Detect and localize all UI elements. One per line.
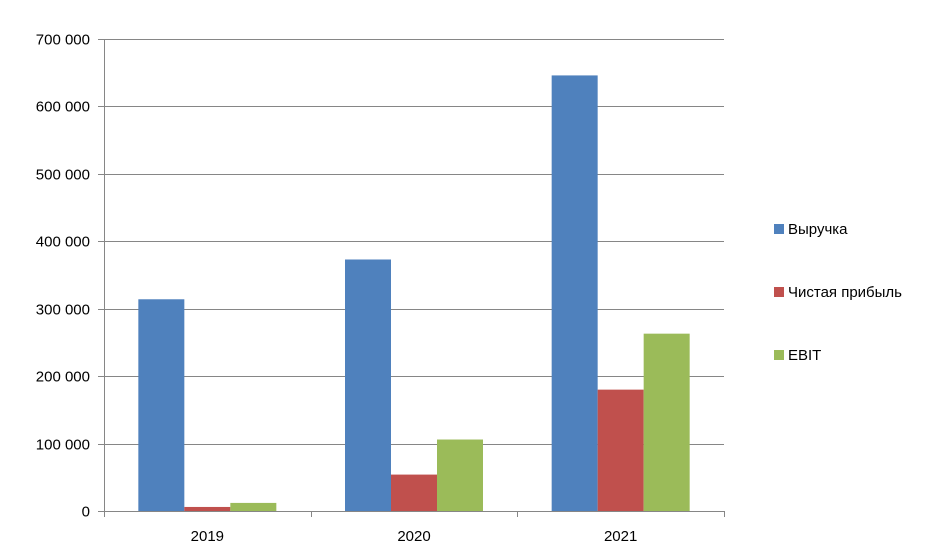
y-tick-label: 300 000 — [36, 302, 90, 319]
y-tick-label: 0 — [82, 504, 90, 521]
bar-2020-1 — [345, 259, 391, 511]
axes — [98, 39, 725, 517]
tick-labels: 0 100 000 200 000 300 000 400 000 500 000 600 … — [36, 32, 638, 546]
bar-2021-2 — [597, 389, 644, 511]
y-tick-label: 400 000 — [36, 234, 90, 251]
bar-2020-3 — [437, 439, 483, 511]
legend-label: Выручка — [788, 221, 848, 238]
bar-2019-3 — [230, 502, 277, 511]
legend-swatch — [774, 350, 784, 360]
bar-2019-1 — [138, 299, 185, 511]
bar-2019-2 — [184, 506, 231, 511]
legend-label: EBIT — [788, 347, 821, 364]
y-tick-label: 500 000 — [36, 167, 90, 184]
gridlines — [104, 39, 724, 445]
bar-2021-1 — [551, 75, 598, 511]
y-tick-label: 100 000 — [36, 437, 90, 454]
x-tick-label: 2020 — [397, 528, 430, 545]
bars — [138, 75, 690, 511]
bar-2021-3 — [643, 333, 690, 511]
legend: Выручка Чистая прибыль EBIT — [774, 221, 902, 364]
bar-2020-2 — [391, 474, 437, 511]
x-tick-label: 2019 — [191, 528, 224, 545]
legend-label: Чистая прибыль — [788, 284, 902, 301]
x-tick-label: 2021 — [604, 528, 637, 545]
legend-swatch — [774, 224, 784, 234]
y-tick-label: 700 000 — [36, 32, 90, 49]
legend-swatch — [774, 287, 784, 297]
y-tick-label: 600 000 — [36, 99, 90, 116]
y-tick-label: 200 000 — [36, 369, 90, 386]
